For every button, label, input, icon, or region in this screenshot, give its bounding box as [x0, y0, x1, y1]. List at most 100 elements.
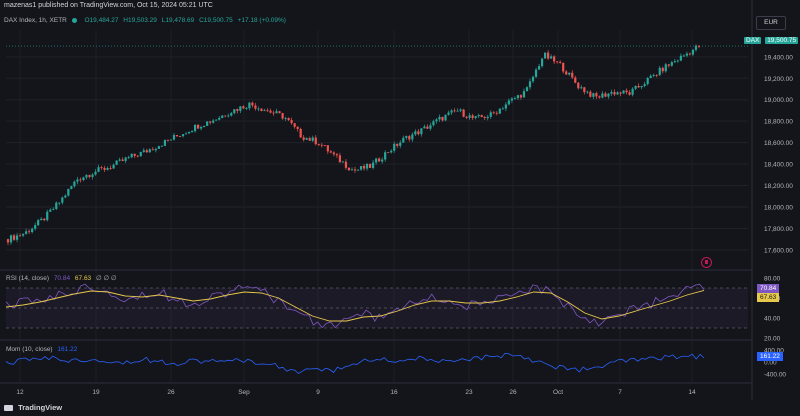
price-tick-label: 19,000.00 [764, 97, 793, 104]
candle-down [242, 106, 245, 109]
candle-up [586, 91, 589, 93]
momentum-title[interactable]: Mom (10, close) [6, 346, 53, 353]
rsi-value-tag: 70.84 [757, 284, 780, 293]
momentum-tick-label: 0.00 [764, 360, 777, 367]
candle-down [519, 95, 523, 98]
candle-up [601, 93, 604, 98]
candle-up [55, 202, 58, 209]
candle-up [356, 169, 360, 171]
candle-up [359, 165, 363, 170]
candle-down [426, 126, 429, 129]
rsi-title[interactable]: RSI (14, close) [6, 275, 49, 282]
candle-down [251, 102, 254, 106]
ohlc-high: H19,503.29 [123, 17, 157, 24]
candle-up [513, 98, 517, 99]
candle-up [691, 49, 695, 55]
price-tick-label: 18,000.00 [764, 205, 793, 212]
candle-down [175, 135, 179, 137]
candle-up [97, 167, 100, 172]
candle-up [540, 58, 544, 67]
candle-down [368, 163, 372, 168]
price-tag: DAX 19,500.75 [744, 36, 799, 45]
candle-down [314, 137, 317, 145]
candle-down [121, 159, 124, 161]
candle-up [227, 115, 230, 117]
candle-up [85, 175, 88, 178]
candle-up [49, 209, 52, 212]
candle-up [61, 197, 64, 203]
header-bar: mazenas1 published on TradingView.com, O… [0, 0, 800, 14]
candle-down [661, 67, 664, 72]
event-icon[interactable] [701, 257, 712, 268]
candle-down [151, 149, 154, 151]
candle-down [278, 111, 281, 114]
candle-down [109, 168, 112, 169]
candle-up [372, 162, 375, 168]
candle-down [272, 112, 275, 114]
candle-up [510, 98, 514, 101]
candle-up [384, 152, 387, 160]
candle-down [553, 56, 556, 62]
candle-down [565, 71, 568, 75]
candle-down [353, 169, 357, 171]
rsi-ma-tag-text: 67.63 [760, 294, 777, 301]
candle-up [694, 45, 698, 50]
candle-up [15, 235, 19, 240]
candle-down [269, 110, 272, 113]
candle-up [658, 67, 661, 76]
candle-down [308, 138, 311, 141]
candle-down [362, 165, 366, 169]
candle-up [685, 53, 689, 56]
candle-up [163, 139, 167, 146]
candle-down [604, 93, 607, 97]
candle-up [447, 112, 450, 115]
candle-up [64, 195, 67, 198]
candle-down [299, 128, 302, 138]
candle-down [574, 77, 577, 83]
candle-up [543, 52, 547, 59]
candle-up [67, 188, 70, 196]
candle-up [70, 186, 73, 189]
candle-down [209, 121, 212, 123]
candle-up [631, 88, 634, 95]
time-tick-label: Sep [238, 389, 250, 396]
candle-down [178, 136, 182, 137]
symbol-name[interactable]: DAX Index, 1h, XETR [4, 17, 67, 24]
rsi-legend: RSI (14, close) 70.84 67.63 ∅ ∅ ∅ [6, 274, 117, 282]
candle-up [263, 110, 266, 112]
candle-down [637, 85, 640, 88]
ohlc-open: O19,484.27 [84, 17, 119, 24]
candle-up [616, 92, 619, 95]
candle-down [625, 90, 628, 93]
candle-up [444, 114, 447, 121]
momentum-pane: 400.00 0.00 -400.00 [5, 348, 786, 379]
ohlc-low: L19,478.69 [161, 17, 195, 24]
candle-up [9, 235, 13, 243]
candle-down [100, 167, 103, 168]
candle-down [453, 110, 456, 112]
candle-up [142, 150, 145, 152]
candle-up [112, 164, 115, 169]
candle-up [221, 115, 224, 118]
candle-up [203, 125, 206, 127]
candle-down [133, 153, 136, 156]
candle-up [429, 125, 432, 129]
candle-up [504, 104, 507, 109]
rsi-value: 70.84 [53, 275, 71, 282]
currency-button[interactable]: EUR [756, 16, 786, 30]
price-tick-label: 18,200.00 [764, 183, 793, 190]
candle-up [459, 109, 462, 111]
price-tick-label: 19,400.00 [764, 54, 793, 61]
rsi-ma-value: 67.63 [74, 275, 92, 282]
candle-down [12, 235, 16, 240]
momentum-tag-text: 161.22 [760, 353, 780, 360]
candle-down [462, 109, 465, 117]
candle-up [200, 126, 203, 129]
rsi-tick-label: 40.00 [764, 316, 781, 323]
candle-up [568, 72, 571, 75]
candle-up [649, 75, 652, 78]
candle-down [296, 126, 299, 129]
candle-up [664, 64, 667, 72]
candle-up [206, 121, 209, 126]
